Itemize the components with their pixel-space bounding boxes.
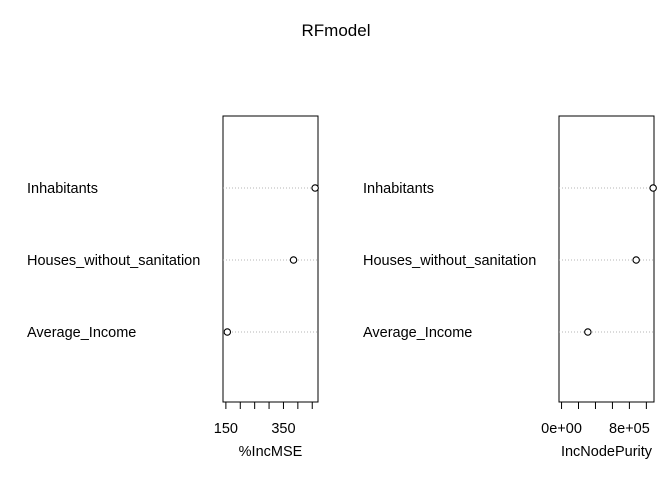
data-point [632, 256, 640, 264]
x-tick-label: 350 [271, 421, 295, 437]
chart-title: RFmodel [302, 21, 371, 40]
plot-box [222, 115, 319, 403]
x-axis-label: IncNodePurity [561, 444, 653, 460]
data-point [311, 184, 319, 192]
data-point [584, 328, 592, 336]
x-tick-label: 8e+05 [609, 421, 650, 437]
x-tick-label: 150 [214, 421, 238, 437]
category-label: Houses_without_sanitation [27, 253, 200, 269]
data-point [649, 184, 657, 192]
panel-incmse: Inhabitants Houses_without_sanitation Aver… [27, 115, 319, 460]
data-point [223, 328, 232, 336]
x-axis-label: %IncMSE [239, 444, 303, 460]
category-label: Average_Income [363, 325, 472, 341]
panel-incnodepurity: Inhabitants Houses_without_sanitation Aver… [363, 115, 657, 460]
plot-box [558, 115, 655, 403]
x-tick-label: 0e+00 [541, 421, 582, 437]
category-label: Inhabitants [363, 181, 434, 197]
data-point [289, 256, 298, 264]
category-label: Houses_without_sanitation [363, 253, 536, 269]
category-label: Average_Income [27, 325, 136, 341]
category-label: Inhabitants [27, 181, 98, 197]
